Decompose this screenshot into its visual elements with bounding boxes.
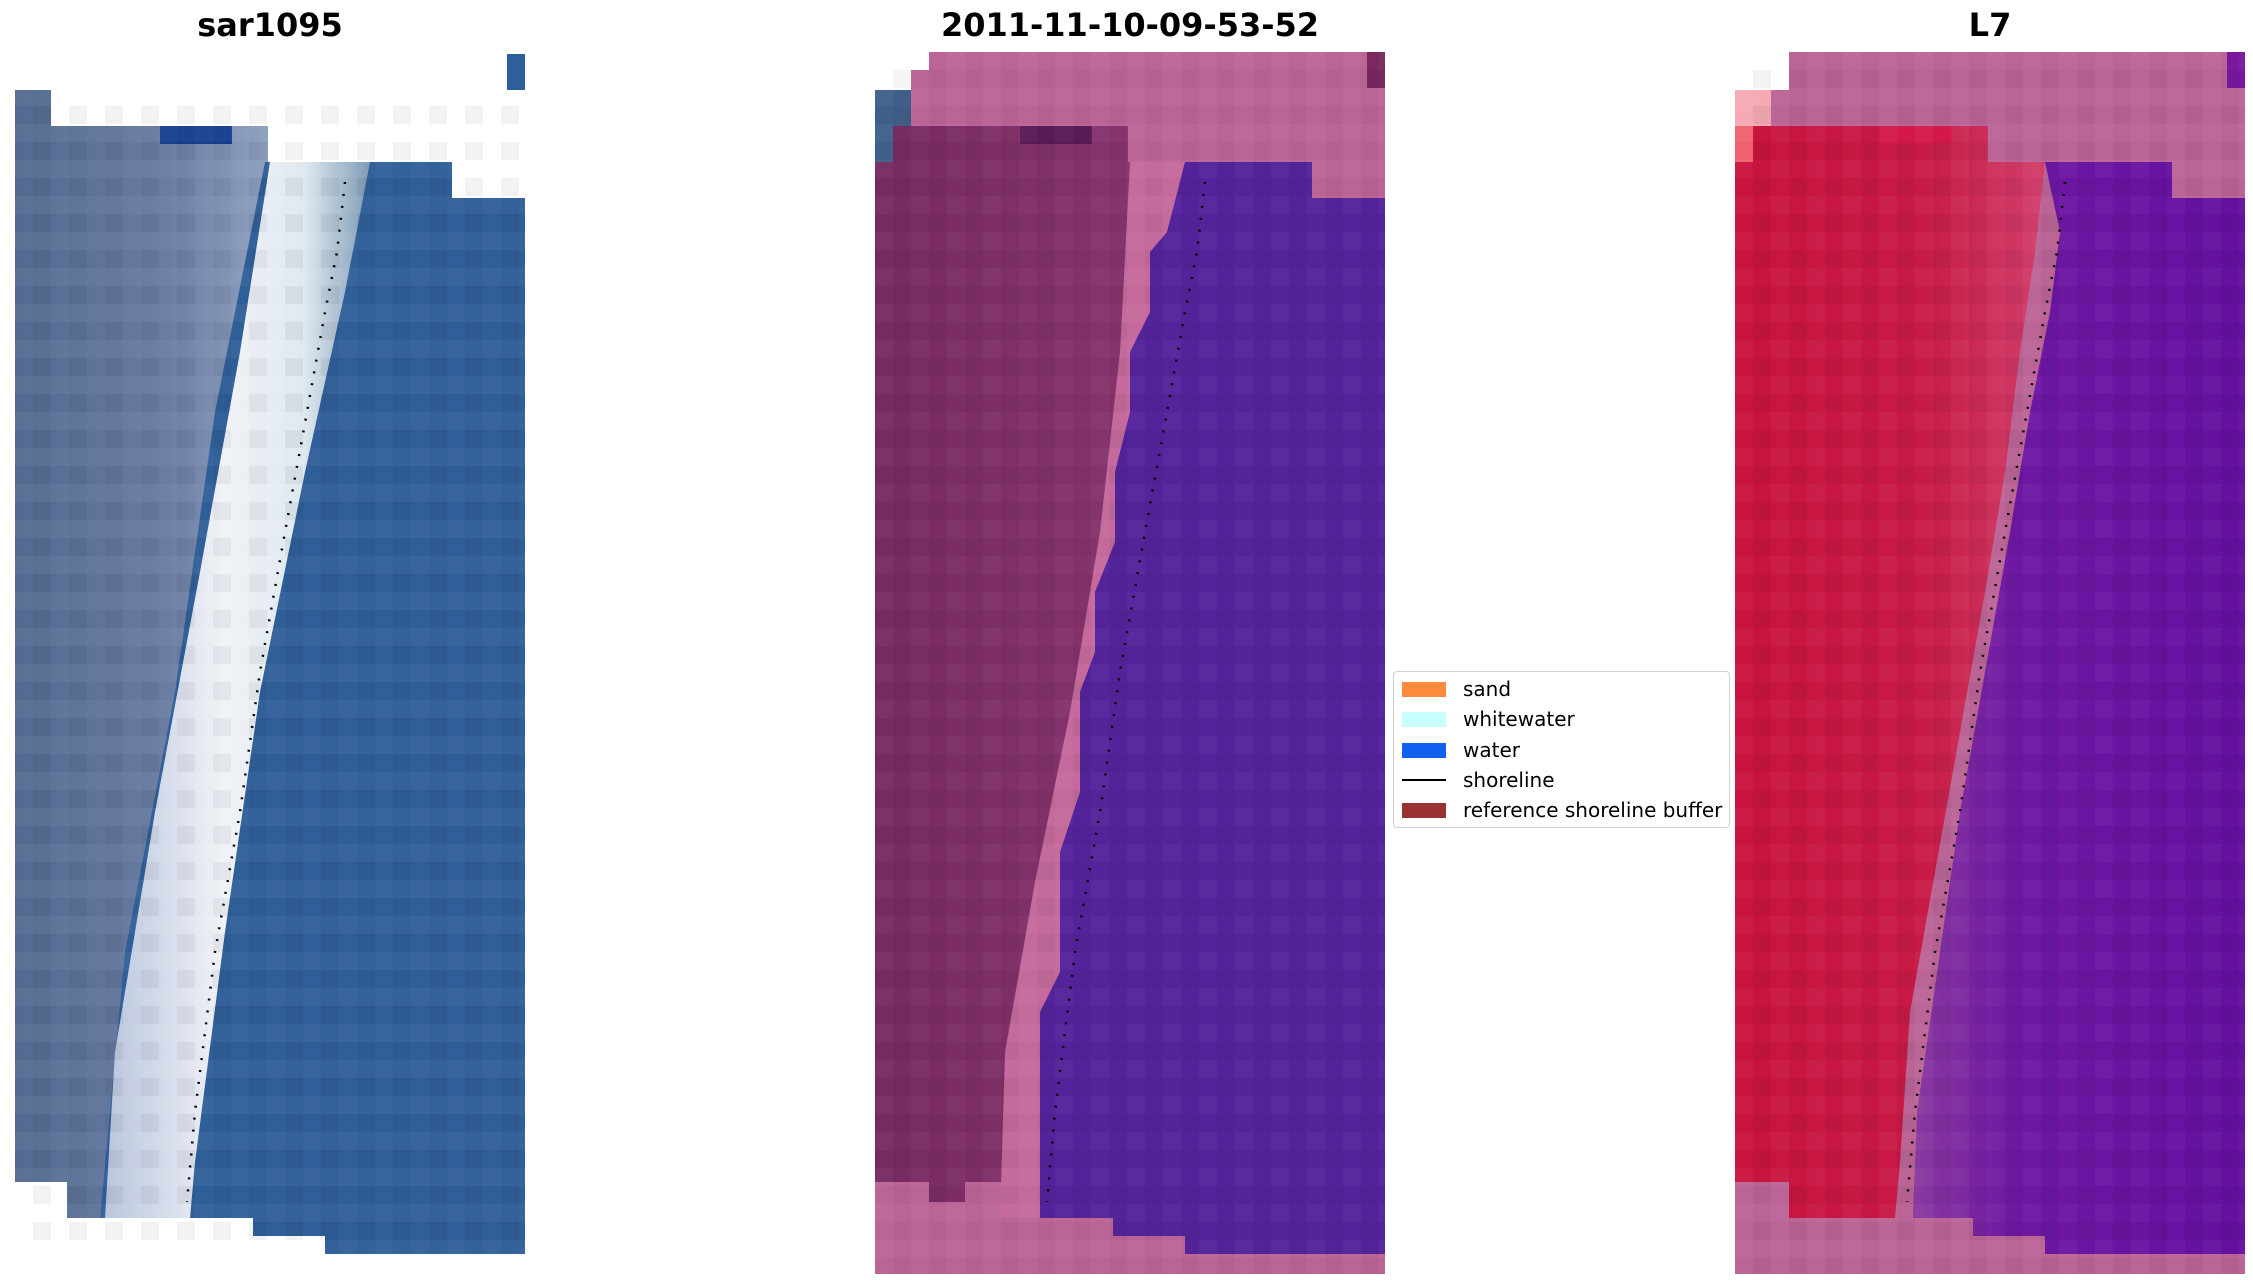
legend-label-reference-buffer: reference shoreline buffer (1463, 798, 1723, 822)
legend-item-sand: sand (1402, 674, 1511, 704)
legend: sand whitewater water shoreline referenc… (1393, 671, 1730, 828)
legend-line-shoreline (1402, 778, 1446, 782)
legend-swatch-whitewater (1402, 711, 1446, 727)
legend-label-shoreline: shoreline (1463, 768, 1555, 792)
classification-panel (875, 52, 1385, 1274)
legend-label-water: water (1463, 738, 1520, 762)
legend-label-whitewater: whitewater (1463, 707, 1575, 731)
legend-item-shoreline: shoreline (1402, 765, 1555, 795)
legend-swatch-reference-buffer (1402, 802, 1446, 818)
panel-title-nir: L7 (1968, 6, 2012, 44)
legend-label-sand: sand (1463, 677, 1512, 701)
panel-title-classification: 2011-11-10-09-53-52 (940, 6, 1320, 44)
legend-swatch-water (1402, 742, 1446, 758)
legend-item-reference-buffer: reference shoreline buffer (1402, 795, 1722, 825)
legend-swatch-sand (1402, 681, 1446, 697)
legend-item-whitewater: whitewater (1402, 704, 1575, 734)
nir-image-panel (1735, 52, 2245, 1274)
panel-title-rgb: sar1095 (197, 6, 343, 44)
rgb-image-panel (15, 54, 525, 1254)
legend-item-water: water (1402, 735, 1520, 765)
